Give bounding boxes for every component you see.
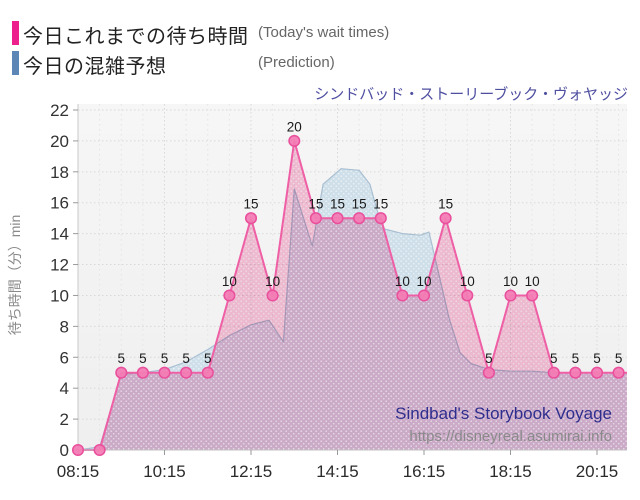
data-point-marker[interactable]: [223, 289, 236, 302]
data-point-marker[interactable]: [612, 366, 625, 379]
svg-text:0: 0: [60, 441, 69, 460]
actual-markers: [71, 134, 625, 457]
data-point-marker[interactable]: [331, 212, 344, 225]
svg-text:15: 15: [352, 197, 367, 212]
svg-text:10: 10: [50, 286, 69, 305]
svg-text:10: 10: [265, 274, 280, 289]
legend: 今日これまでの待ち時間 (Today's wait times) 今日の混雑予想…: [12, 18, 612, 78]
legend-item-prediction: 今日の混雑予想 (Prediction): [12, 48, 612, 78]
svg-text:5: 5: [161, 351, 169, 366]
svg-text:5: 5: [572, 351, 580, 366]
watermark: Sindbad's Storybook Voyage https://disney…: [395, 404, 612, 445]
svg-text:15: 15: [438, 197, 453, 212]
svg-text:8: 8: [60, 317, 69, 336]
svg-text:10: 10: [460, 274, 475, 289]
svg-text:10: 10: [222, 274, 237, 289]
data-point-marker[interactable]: [309, 212, 322, 225]
data-point-marker[interactable]: [461, 289, 474, 302]
watermark-url: https://disneyreal.asumirai.info: [409, 428, 612, 445]
y-axis-title: 待ち時間（分）min: [7, 215, 23, 336]
svg-text:20:15: 20:15: [576, 462, 619, 481]
svg-text:08:15: 08:15: [57, 462, 100, 481]
data-point-marker[interactable]: [71, 443, 85, 457]
legend-sublabel-actual: (Today's wait times): [258, 24, 390, 41]
svg-text:10: 10: [395, 274, 410, 289]
svg-text:5: 5: [204, 351, 212, 366]
svg-text:10: 10: [503, 274, 518, 289]
data-point-marker[interactable]: [244, 212, 258, 225]
svg-text:15: 15: [373, 197, 388, 212]
svg-text:16:15: 16:15: [403, 462, 446, 481]
svg-text:15: 15: [308, 197, 323, 212]
svg-text:16: 16: [50, 194, 69, 213]
watermark-attraction: Sindbad's Storybook Voyage: [395, 404, 612, 423]
svg-text:18: 18: [50, 163, 69, 182]
data-point-marker[interactable]: [288, 134, 301, 147]
svg-text:12: 12: [50, 256, 69, 275]
svg-text:15: 15: [330, 197, 345, 212]
data-point-marker[interactable]: [266, 289, 279, 302]
svg-text:2: 2: [60, 410, 69, 429]
data-point-marker[interactable]: [569, 366, 582, 379]
legend-label-actual: 今日これまでの待ち時間: [23, 26, 249, 48]
svg-text:6: 6: [60, 348, 69, 367]
svg-text:14: 14: [50, 225, 69, 244]
svg-text:5: 5: [593, 351, 601, 366]
svg-text:10: 10: [416, 274, 431, 289]
data-point-marker[interactable]: [417, 289, 431, 302]
data-point-marker[interactable]: [482, 366, 495, 379]
data-point-marker[interactable]: [201, 366, 214, 379]
svg-text:14:15: 14:15: [316, 462, 359, 481]
data-point-marker[interactable]: [547, 366, 560, 379]
svg-text:10: 10: [525, 274, 540, 289]
svg-text:4: 4: [60, 379, 69, 398]
svg-text:5: 5: [118, 351, 126, 366]
svg-text:15: 15: [243, 197, 258, 212]
legend-item-actual: 今日これまでの待ち時間 (Today's wait times): [12, 18, 612, 48]
data-point-marker[interactable]: [526, 289, 539, 302]
data-point-marker[interactable]: [115, 366, 128, 379]
svg-text:5: 5: [485, 351, 493, 366]
data-point-marker[interactable]: [93, 443, 106, 457]
data-point-marker[interactable]: [396, 289, 409, 302]
data-point-marker[interactable]: [180, 366, 193, 379]
svg-text:5: 5: [182, 351, 190, 366]
legend-label-prediction: 今日の混雑予想: [23, 56, 167, 78]
y-tick-labels: 0 2 4 6 8 10 12 14 16 18 20 22: [50, 101, 69, 460]
chart-title: シンドバッド・ストーリーブック・ヴォヤッジ: [314, 86, 628, 103]
data-point-marker[interactable]: [504, 289, 517, 302]
legend-sublabel-prediction: (Prediction): [258, 54, 335, 71]
svg-text:20: 20: [287, 119, 302, 134]
legend-swatch-prediction: [12, 51, 19, 75]
svg-text:18:15: 18:15: [489, 462, 532, 481]
svg-text:5: 5: [139, 351, 147, 366]
data-point-marker[interactable]: [374, 212, 387, 225]
legend-swatch-actual: [12, 21, 19, 45]
svg-text:22: 22: [50, 101, 69, 120]
data-point-marker[interactable]: [439, 212, 452, 225]
data-point-marker[interactable]: [353, 212, 366, 225]
svg-text:5: 5: [550, 351, 558, 366]
svg-text:12:15: 12:15: [230, 462, 273, 481]
data-point-marker[interactable]: [590, 366, 604, 379]
x-tick-labels: 08:15 10:15 12:15 14:15 16:15 18:15 20:15: [57, 462, 619, 481]
svg-text:20: 20: [50, 132, 69, 151]
data-point-marker[interactable]: [136, 366, 149, 379]
svg-text:5: 5: [615, 351, 623, 366]
svg-text:10:15: 10:15: [143, 462, 186, 481]
data-point-marker[interactable]: [158, 366, 171, 379]
